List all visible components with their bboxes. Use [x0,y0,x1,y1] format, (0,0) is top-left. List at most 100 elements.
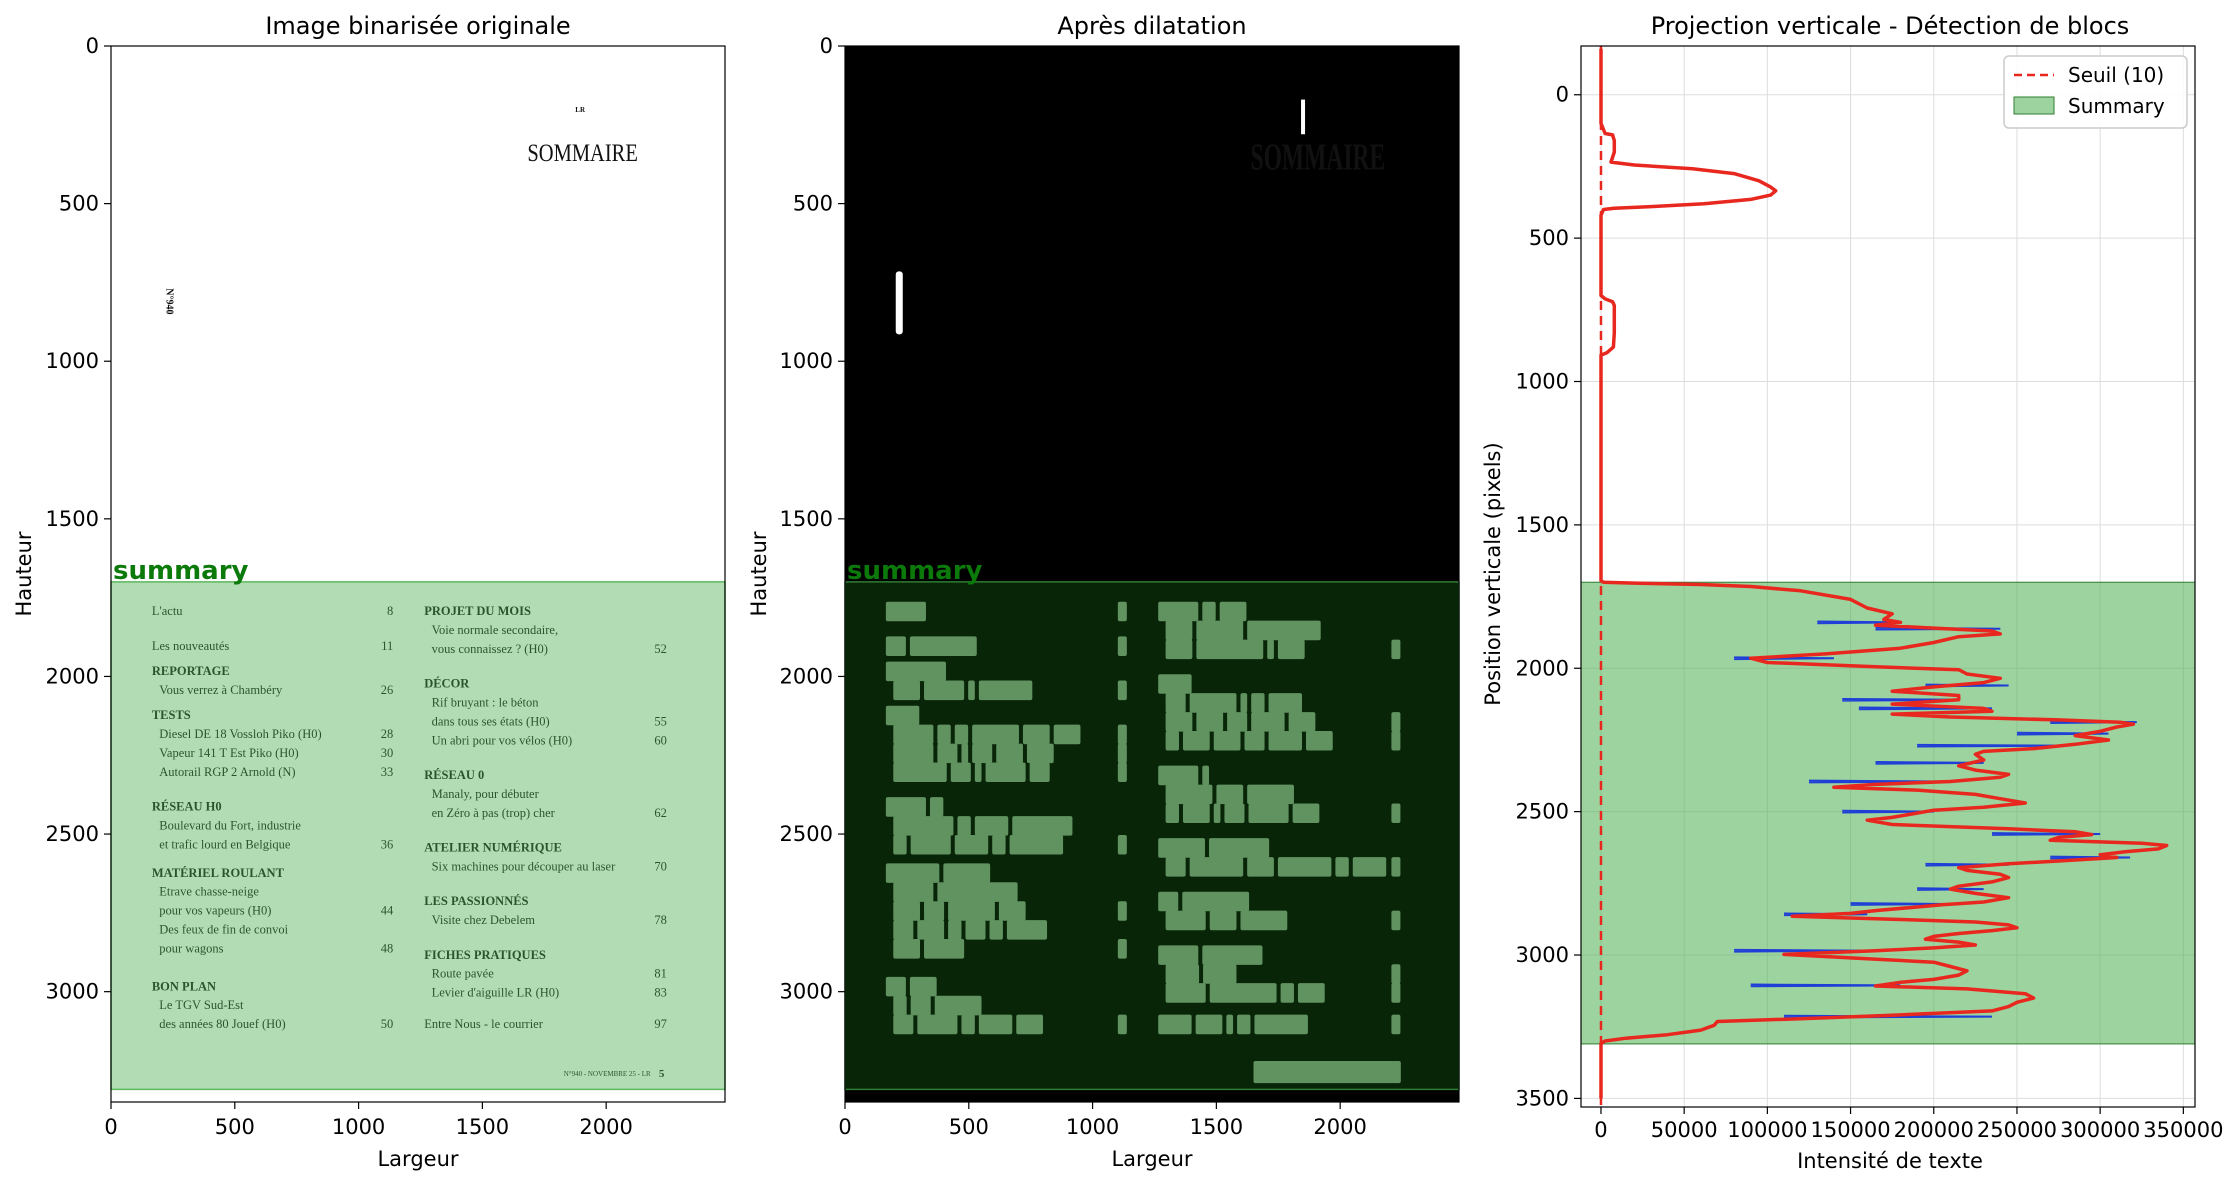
x-tick-label: 1000 [1066,1115,1119,1139]
toc-page-number: 26 [381,683,394,697]
toc-entry: DÉCOR [424,677,470,691]
toc-entry: LES PASSIONNÉS [424,894,528,908]
panel3-title: Projection verticale - Détection de bloc… [1651,12,2130,40]
toc-entry: Boulevard du Fort, industrie [159,819,301,833]
x-tick-label: 2000 [579,1115,632,1139]
summary-region-label: summary [847,556,983,586]
toc-entry: pour vos vapeurs (H0) [159,904,271,918]
toc-entry: Le TGV Sud-Est [159,998,244,1012]
raw-profile-spike [1875,761,1984,765]
x-tick-label: 250000 [1977,1118,2057,1142]
y-tick-label: 1000 [780,349,833,373]
y-tick-label: 500 [59,192,99,216]
toc-entry: Levier d'aiguille LR (H0) [432,986,560,1000]
toc-page-number: 70 [654,860,667,874]
toc-page-number: 60 [654,733,667,747]
y-tick-label: 2000 [46,664,99,688]
toc-entry: PROJET DU MOIS [424,604,531,618]
toc-entry: Un abri pour vos vélos (H0) [432,733,573,747]
panel-projection-chart: Projection verticale - Détection de bloc… [1481,12,2223,1173]
toc-page-number: 30 [381,746,394,760]
toc-entry: pour wagons [159,941,223,955]
page-header-sommaire: SOMMAIRE [527,139,637,166]
toc-page-number: 50 [381,1017,394,1031]
panel3-x-ticks: 0 50000 100000 150000 200000 250000 300000 3500… [1594,1107,2223,1142]
y-tick-label: 3500 [1516,1086,1569,1110]
toc-entry: vous connaissez ? (H0) [432,642,548,656]
raw-profile-spike [1991,832,2101,836]
toc-entry: RÉSEAU H0 [152,800,222,814]
x-tick-label: 1500 [1190,1115,1243,1139]
legend-summary-label: Summary [2068,94,2165,118]
panel2-title: Après dilatation [1057,12,1246,40]
x-tick-label: 50000 [1651,1118,1718,1142]
dilated-header: SOMMAIRE [1250,136,1385,178]
panel-original-image: Image binarisée originale LR SOMMAIRE N°94… [12,12,726,1171]
x-tick-label: 350000 [2143,1118,2223,1142]
dilated-side-label [895,271,903,335]
y-tick-label: 0 [86,34,99,58]
page-footer: N°940 - NOVEMBRE 25 - LR [564,1070,651,1078]
toc-page-number: 48 [381,941,394,955]
y-tick-label: 1500 [1516,513,1569,537]
x-tick-label: 2000 [1313,1115,1366,1139]
panel2-x-ticks: 0 500 1000 1500 2000 [838,1102,1367,1139]
page-side-label: N°940 [164,288,175,314]
legend: Seuil (10) Summary [2003,55,2188,129]
x-tick-label: 100000 [1727,1118,1807,1142]
panel3-series [1599,46,2169,1107]
legend-threshold-label: Seuil (10) [2068,63,2164,87]
y-tick-label: 2000 [780,664,833,688]
panel1-page-background [111,46,725,1102]
toc-page-number: 52 [654,642,667,656]
toc-entry: Entre Nous - le courrier [424,1017,544,1031]
panel3-summary-band [1580,581,2196,1045]
toc-entry: MATÉRIEL ROULANT [152,866,285,880]
y-tick-label: 500 [1529,226,1569,250]
toc-entry: Les nouveautés [152,639,230,653]
toc-entry: des années 80 Jouef (H0) [159,1017,285,1031]
panel2-ylabel: Hauteur [747,531,771,616]
panel3-frame [1580,45,2196,1108]
toc-page-number: 44 [381,904,394,918]
toc-entry: REPORTAGE [152,664,230,678]
toc-page-number: 83 [654,986,667,1000]
x-tick-label: 300000 [2060,1118,2140,1142]
panel2-y-ticks: 0 500 1000 1500 2000 2500 3000 [780,34,845,1004]
panel1-page-content: LR SOMMAIRE N°940 L'actu 8 Les nouveautés 11 RE… [152,106,667,1080]
toc-entry: et trafic lourd en Belgique [159,837,291,851]
page-footer-number: 5 [659,1068,665,1080]
projection-profile-line [1599,48,2169,1099]
panel2-frame [844,45,1460,1103]
toc-page-number: 8 [387,604,393,618]
toc-entry: en Zéro à pas (trop) cher [432,806,556,820]
y-tick-label: 1500 [780,507,833,531]
y-tick-label: 2000 [1516,656,1569,680]
toc-page-number: 33 [381,765,394,779]
toc-entry: dans tous ses états (H0) [432,715,550,729]
x-tick-label: 200000 [1894,1118,1974,1142]
panel1-frame [110,45,726,1103]
toc-page-number: 78 [654,913,667,927]
x-tick-label: 0 [1594,1118,1607,1142]
toc-page-number: 28 [381,727,394,741]
raw-profile-spike [2016,731,2109,736]
raw-profile-spike [1917,743,2059,748]
panel1-title: Image binarisée originale [265,12,570,40]
y-tick-label: 0 [820,34,833,58]
summary-region-label: summary [113,556,249,586]
panel3-y-ticks: 0 500 1000 1500 2000 2500 3000 3500 [1516,83,1581,1110]
y-tick-label: 2500 [780,822,833,846]
y-tick-label: 2500 [1516,800,1569,824]
panel1-xlabel: Largeur [377,1147,458,1171]
toc-entry: Voie normale secondaire, [432,623,558,637]
toc-entry: Six machines pour découper au laser [432,860,616,874]
y-tick-label: 0 [1556,83,1569,107]
y-tick-label: 1500 [46,507,99,531]
panel2-xlabel: Largeur [1111,1147,1192,1171]
panel3-ylabel: Position verticale (pixels) [1481,442,1505,705]
x-tick-label: 0 [104,1115,117,1139]
toc-entry: FICHES PRATIQUES [424,948,546,962]
raw-profile-spike [1858,706,1993,711]
